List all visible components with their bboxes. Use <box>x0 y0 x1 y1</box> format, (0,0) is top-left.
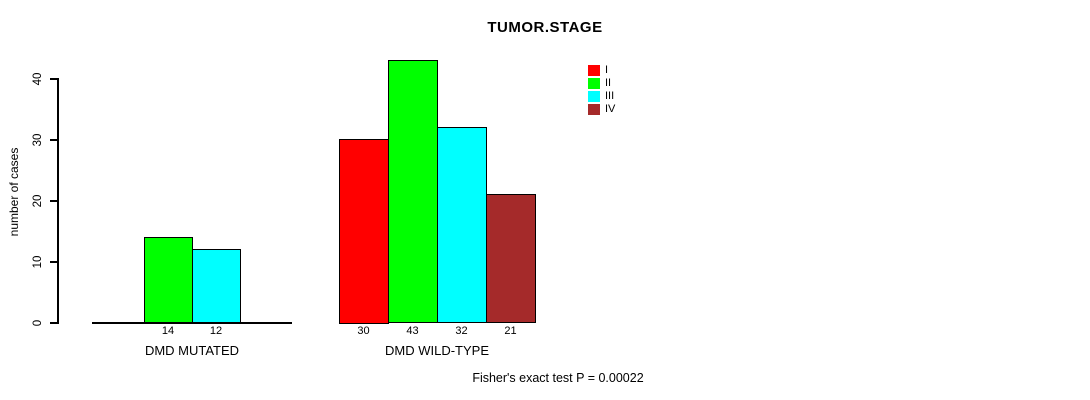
chart-title: TUMOR.STAGE <box>487 19 603 36</box>
legend: I II III IV <box>588 64 615 116</box>
legend-swatch-icon <box>588 104 600 115</box>
legend-label: IV <box>605 103 616 115</box>
bar-IV <box>486 193 536 324</box>
y-tick-label: 10 <box>32 255 44 268</box>
y-tick <box>50 200 57 202</box>
bar-III <box>437 126 487 324</box>
legend-item-I: I <box>588 64 615 77</box>
bar-value-label: 32 <box>455 325 468 337</box>
y-tick-label: 40 <box>32 72 44 85</box>
y-tick-label: 20 <box>32 194 44 207</box>
y-tick <box>50 139 57 141</box>
bar-II <box>144 236 193 324</box>
legend-label: II <box>605 77 612 89</box>
group-label: DMD MUTATED <box>144 343 240 358</box>
bar-value-label: 21 <box>504 325 517 337</box>
bar-value-label: 30 <box>357 325 370 337</box>
fisher-test-annotation: Fisher's exact test P = 0.00022 <box>472 371 644 385</box>
legend-swatch-icon <box>588 65 600 76</box>
legend-swatch-icon <box>588 78 600 89</box>
bar-III <box>192 248 241 324</box>
y-tick <box>50 322 57 324</box>
bar-value-label: 12 <box>209 325 223 337</box>
legend-label: III <box>605 90 615 102</box>
legend-item-IV: IV <box>588 103 615 116</box>
legend-item-II: II <box>588 77 615 90</box>
legend-swatch-icon <box>588 91 600 102</box>
bar-value-label: 14 <box>161 325 175 337</box>
bar-value-label: 43 <box>406 325 419 337</box>
y-axis-label: number of cases <box>7 147 21 237</box>
bar-II <box>388 59 438 324</box>
y-tick-label: 0 <box>32 319 44 326</box>
y-tick-label: 30 <box>32 133 44 146</box>
y-axis-line <box>57 78 59 324</box>
y-tick <box>50 78 57 80</box>
legend-item-III: III <box>588 90 615 103</box>
bar-I <box>339 139 389 324</box>
y-tick <box>50 261 57 263</box>
legend-label: I <box>605 64 609 76</box>
group-label: DMD WILD-TYPE <box>385 343 489 358</box>
